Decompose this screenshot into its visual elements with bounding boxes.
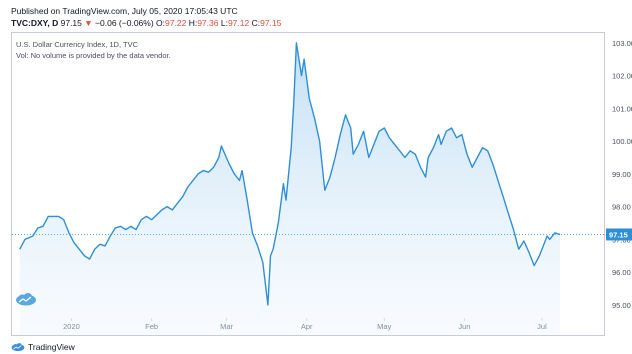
- high-value: 97.36: [197, 18, 219, 28]
- y-tick-label: 100.00: [612, 137, 632, 146]
- price-line: [19, 42, 561, 306]
- last-price-tag: [606, 228, 632, 241]
- down-arrow-icon: ▼: [84, 18, 93, 28]
- published-info: Published on TradingView.com, July 05, 2…: [11, 6, 238, 16]
- open-value: 97.22: [165, 18, 187, 28]
- price-change: −0.06 (−0.06%): [95, 18, 154, 28]
- last-price: 97.15: [60, 18, 82, 28]
- y-tick-label: 98.00: [612, 203, 631, 212]
- close-value: 97.15: [260, 18, 282, 28]
- low-label: L:: [220, 18, 228, 28]
- low-value: 97.12: [227, 18, 250, 28]
- open-label: O:: [156, 18, 166, 28]
- y-tick-label: 99.00: [612, 170, 631, 179]
- y-tick-label: 95.00: [612, 301, 631, 310]
- symbol-label: TVC:DXY, D: [11, 18, 59, 28]
- y-tick-label: 96.00: [612, 268, 631, 277]
- y-tick-label: 101.00: [612, 104, 632, 113]
- symbol-quote-line: TVC:DXY, D 97.15 ▼ −0.06 (−0.06%) O:97.2…: [11, 18, 281, 28]
- tradingview-brand: TradingView: [28, 342, 75, 352]
- chart-title: U.S. Dollar Currency Index, 1D, TVC: [16, 40, 138, 49]
- high-label: H:: [188, 18, 198, 28]
- close-label: C:: [251, 18, 261, 28]
- tradingview-logo-icon: [11, 343, 25, 352]
- last-price-tag-label: 97.15: [609, 230, 628, 239]
- tradingview-footer[interactable]: TradingView: [11, 341, 75, 353]
- price-area: [19, 42, 561, 336]
- y-tick-label: 102.00: [612, 72, 632, 81]
- tradingview-watermark-icon: [16, 293, 36, 306]
- y-tick-label: 103.00: [612, 39, 632, 48]
- chart-subtitle: Vol: No volume is provided by the data v…: [16, 51, 171, 60]
